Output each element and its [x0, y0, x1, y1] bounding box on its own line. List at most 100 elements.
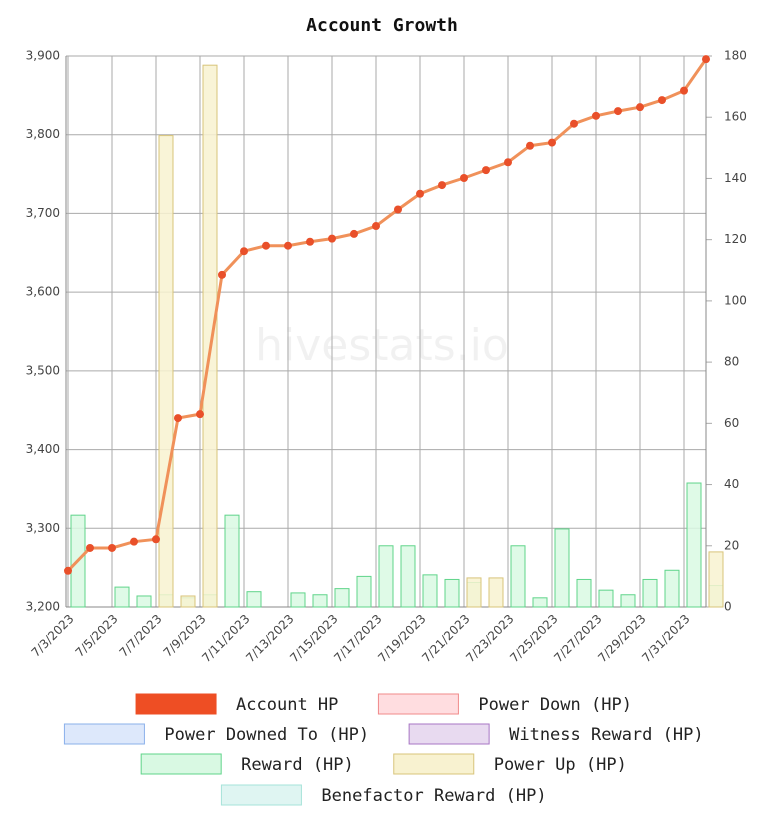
bar	[576, 578, 592, 608]
point	[240, 247, 248, 256]
legend-label: Benefactor Reward (HP)	[321, 786, 546, 806]
y2-tick-label: 60	[724, 416, 739, 430]
legend-swatch	[63, 723, 145, 745]
point	[548, 138, 556, 147]
bar	[158, 135, 174, 608]
legend-item: Witness Reward (HP)	[408, 723, 704, 745]
point	[438, 181, 446, 190]
point	[416, 189, 424, 198]
bar	[686, 482, 702, 608]
bar	[532, 597, 548, 608]
bar	[202, 64, 218, 608]
legend-label: Witness Reward (HP)	[509, 725, 703, 745]
legend-item: Account HP	[135, 693, 338, 715]
bar	[444, 578, 460, 608]
x-tick-label: 7/7/2023	[117, 612, 165, 660]
point	[218, 270, 226, 279]
point	[372, 222, 380, 231]
x-tick-label: 7/5/2023	[73, 612, 121, 660]
point	[284, 241, 292, 250]
point	[152, 535, 160, 544]
point	[614, 107, 622, 116]
point	[504, 158, 512, 167]
bar	[488, 577, 504, 608]
x-tick-label: 7/3/2023	[29, 612, 77, 660]
bar	[378, 545, 394, 608]
legend-item: Power Downed To (HP)	[63, 723, 369, 745]
point	[108, 543, 116, 552]
point	[592, 111, 600, 120]
legend-label: Reward (HP)	[241, 755, 354, 775]
y-tick-label: 3,300	[26, 521, 60, 535]
y2-tick-label: 180	[724, 49, 747, 63]
legend-swatch	[135, 693, 217, 715]
point	[130, 537, 138, 546]
bar	[620, 594, 636, 608]
point	[460, 174, 468, 183]
bar	[664, 569, 680, 608]
point	[262, 241, 270, 250]
legend-label: Power Down (HP)	[478, 695, 632, 715]
legend-item: Reward (HP)	[140, 753, 354, 775]
bar	[312, 594, 328, 608]
point	[680, 86, 688, 95]
legend-swatch	[408, 723, 490, 745]
bar	[422, 574, 438, 608]
point	[196, 410, 204, 419]
bar	[642, 578, 658, 608]
bar	[466, 577, 482, 608]
y-tick-label: 3,200	[26, 600, 60, 614]
bar	[114, 586, 130, 608]
legend-swatch	[140, 753, 222, 775]
y2-tick-label: 120	[724, 232, 747, 246]
point	[636, 103, 644, 112]
point	[482, 166, 490, 175]
point	[702, 55, 710, 64]
y-tick-label: 3,700	[26, 206, 60, 220]
bar	[708, 551, 724, 608]
legend-item: Power Up (HP)	[393, 753, 627, 775]
watermark: hivestats.io	[255, 320, 509, 371]
legend-label: Power Up (HP)	[494, 755, 627, 775]
y2-tick-label: 160	[724, 110, 747, 124]
point	[658, 96, 666, 105]
y2-tick-label: 0	[724, 600, 732, 614]
point	[526, 141, 534, 150]
point	[174, 414, 182, 423]
y2-tick-label: 20	[724, 538, 739, 552]
point	[394, 205, 402, 214]
legend-item: Power Down (HP)	[377, 693, 632, 715]
point	[350, 229, 358, 238]
point	[328, 234, 336, 243]
legend-swatch	[377, 693, 459, 715]
y-tick-label: 3,600	[26, 285, 60, 299]
bar	[400, 545, 416, 608]
y2-tick-label: 140	[724, 171, 747, 185]
point	[64, 566, 72, 575]
legend-swatch	[220, 784, 302, 806]
bar	[224, 514, 240, 608]
y2-tick-label: 80	[724, 355, 739, 369]
legend-label: Power Downed To (HP)	[164, 725, 369, 745]
y2-tick-label: 40	[724, 477, 739, 491]
bar	[554, 528, 570, 608]
bar	[180, 595, 196, 608]
point	[570, 119, 578, 128]
bar	[334, 588, 350, 608]
bar	[290, 592, 306, 608]
x-tick-label: 7/31/2023	[639, 612, 692, 665]
y-tick-label: 3,800	[26, 127, 60, 141]
bar	[136, 595, 152, 608]
point	[86, 543, 94, 552]
y2-tick-label: 100	[724, 293, 747, 307]
legend-swatch	[393, 753, 475, 775]
y-tick-label: 3,500	[26, 363, 60, 377]
bar	[356, 575, 372, 608]
bar	[598, 589, 614, 608]
legend-item: Benefactor Reward (HP)	[220, 784, 547, 806]
chart-title: Account Growth	[306, 15, 458, 36]
legend-label: Account HP	[236, 695, 338, 715]
bar	[246, 591, 262, 608]
point	[306, 237, 314, 246]
